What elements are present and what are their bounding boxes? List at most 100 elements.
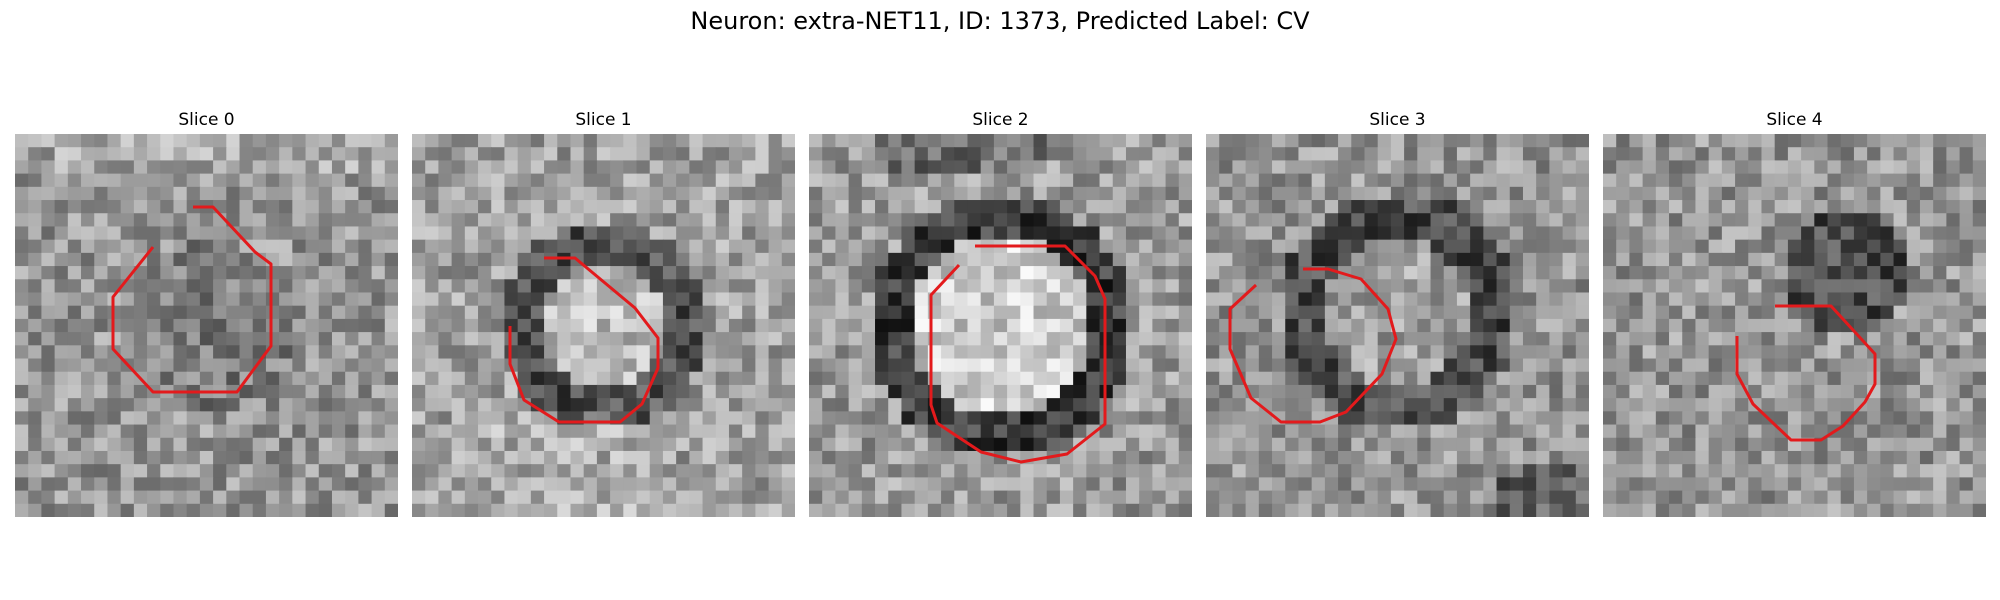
image-pixel <box>1656 319 1670 333</box>
image-pixel <box>557 477 571 491</box>
image-pixel <box>1444 306 1458 320</box>
image-pixel <box>425 226 439 240</box>
image-pixel <box>1510 160 1524 174</box>
image-pixel <box>1483 319 1497 333</box>
image-pixel <box>994 332 1008 346</box>
image-pixel <box>1854 266 1868 280</box>
image-pixel <box>1417 332 1431 346</box>
image-pixel <box>1483 160 1497 174</box>
image-pixel <box>742 187 756 201</box>
image-pixel <box>1139 306 1153 320</box>
image-pixel <box>1536 464 1550 478</box>
image-pixel <box>1656 187 1670 201</box>
image-pixel <box>1748 451 1762 465</box>
image-pixel <box>531 134 545 148</box>
image-pixel <box>253 425 267 439</box>
image-pixel <box>1603 319 1617 333</box>
image-pixel <box>703 359 717 373</box>
image-pixel <box>372 240 386 254</box>
image-pixel <box>1695 319 1709 333</box>
image-pixel <box>1404 398 1418 412</box>
image-pixel <box>531 306 545 320</box>
image-pixel <box>557 345 571 359</box>
image-pixel <box>769 411 783 425</box>
image-pixel <box>1457 253 1471 267</box>
image-pixel <box>319 306 333 320</box>
image-pixel <box>849 438 863 452</box>
image-pixel <box>1007 292 1021 306</box>
image-pixel <box>901 385 915 399</box>
image-pixel <box>1669 187 1683 201</box>
image-pixel <box>1603 266 1617 280</box>
image-pixel <box>1166 359 1180 373</box>
image-pixel <box>1920 438 1934 452</box>
image-pixel <box>319 134 333 148</box>
image-pixel <box>1563 451 1577 465</box>
image-pixel <box>28 464 42 478</box>
image-pixel <box>1735 504 1749 517</box>
image-pixel <box>94 411 108 425</box>
image-pixel <box>478 292 492 306</box>
image-pixel <box>107 411 121 425</box>
image-pixel <box>1603 240 1617 254</box>
image-pixel <box>888 147 902 161</box>
image-pixel <box>1682 332 1696 346</box>
image-pixel <box>1444 253 1458 267</box>
image-pixel <box>862 226 876 240</box>
image-pixel <box>1060 345 1074 359</box>
image-pixel <box>1894 345 1908 359</box>
image-pixel <box>637 160 651 174</box>
image-pixel <box>742 504 756 517</box>
image-pixel <box>1616 411 1630 425</box>
image-pixel <box>742 385 756 399</box>
image-pixel <box>1814 279 1828 293</box>
image-pixel <box>1298 292 1312 306</box>
image-pixel <box>1246 411 1260 425</box>
image-pixel <box>1722 292 1736 306</box>
image-pixel <box>68 187 82 201</box>
image-pixel <box>1788 491 1802 505</box>
image-pixel <box>901 491 915 505</box>
image-pixel <box>452 464 466 478</box>
image-pixel <box>544 477 558 491</box>
image-pixel <box>1391 240 1405 254</box>
image-pixel <box>1814 253 1828 267</box>
image-pixel <box>1907 477 1921 491</box>
image-pixel <box>1510 345 1524 359</box>
image-pixel <box>1444 477 1458 491</box>
image-pixel <box>1483 359 1497 373</box>
image-pixel <box>623 359 637 373</box>
image-pixel <box>1828 213 1842 227</box>
image-pixel <box>1431 253 1445 267</box>
image-pixel <box>1629 372 1643 386</box>
image-pixel <box>55 451 69 465</box>
image-pixel <box>782 292 795 306</box>
image-pixel <box>41 240 55 254</box>
image-pixel <box>1946 385 1960 399</box>
image-pixel <box>1364 200 1378 214</box>
image-pixel <box>1126 187 1140 201</box>
image-pixel <box>954 147 968 161</box>
image-pixel <box>663 292 677 306</box>
image-pixel <box>1775 147 1789 161</box>
image-pixel <box>1139 292 1153 306</box>
image-pixel <box>1841 438 1855 452</box>
image-pixel <box>623 477 637 491</box>
image-pixel <box>200 345 214 359</box>
image-pixel <box>425 292 439 306</box>
image-pixel <box>862 174 876 188</box>
image-pixel <box>1259 504 1273 517</box>
image-pixel <box>412 147 426 161</box>
image-pixel <box>134 174 148 188</box>
slice-title: Slice 4 <box>1603 108 1986 132</box>
image-pixel <box>1364 451 1378 465</box>
image-pixel <box>1643 306 1657 320</box>
image-pixel <box>703 266 717 280</box>
image-pixel <box>1735 451 1749 465</box>
image-pixel <box>279 306 293 320</box>
image-pixel <box>557 385 571 399</box>
image-pixel <box>41 332 55 346</box>
image-pixel <box>1206 174 1220 188</box>
image-pixel <box>68 319 82 333</box>
image-pixel <box>1483 477 1497 491</box>
